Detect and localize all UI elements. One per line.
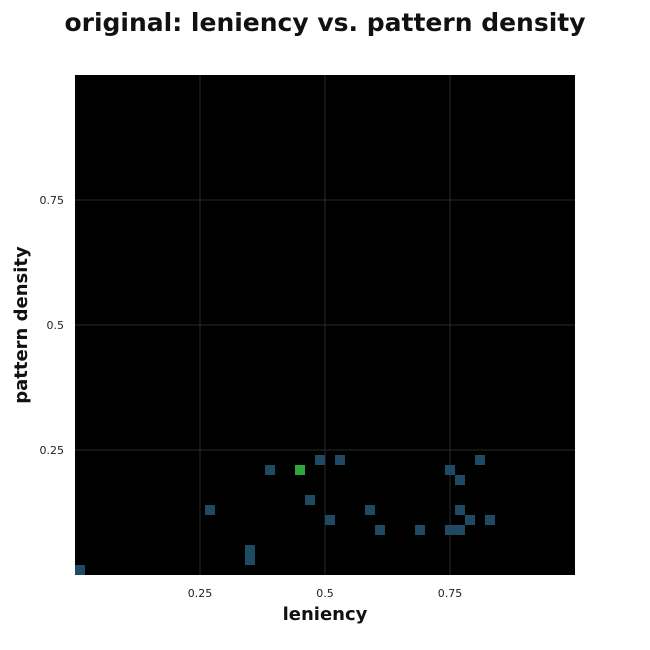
heatmap-cell [445, 465, 455, 475]
heatmap-cell [455, 475, 465, 485]
heatmap-cell [325, 515, 335, 525]
heatmap-cell [475, 455, 485, 465]
heatmap-cell [75, 565, 85, 575]
heatmap-cell [205, 505, 215, 515]
heatmap-cell [365, 505, 375, 515]
x-axis-label: leniency [283, 604, 368, 625]
heatmap-cell [315, 455, 325, 465]
heatmap-cell [335, 455, 345, 465]
heatmap-cell [455, 525, 465, 535]
chart-title: original: leniency vs. pattern density [64, 8, 586, 37]
x-tick-label: 0.25 [188, 587, 213, 600]
heatmap-cell [245, 555, 255, 565]
tick-labels: 0.25 0.5 0.75 0.25 0.5 0.75 [40, 194, 463, 600]
heatmap-cell [485, 515, 495, 525]
heatmap-cell [415, 525, 425, 535]
heatmap-cell [455, 505, 465, 515]
grid-lines [75, 75, 575, 575]
heatmap-cell [375, 525, 385, 535]
heatmap-cells [75, 455, 495, 575]
heatmap-cell [305, 495, 315, 505]
y-tick-label: 0.5 [47, 319, 65, 332]
heatmap-cell [445, 525, 455, 535]
x-tick-label: 0.75 [438, 587, 463, 600]
heatmap-cell [265, 465, 275, 475]
heatmap-cell [465, 515, 475, 525]
y-tick-label: 0.25 [40, 444, 65, 457]
y-tick-label: 0.75 [40, 194, 65, 207]
x-tick-label: 0.5 [316, 587, 334, 600]
y-axis-label: pattern density [11, 246, 32, 404]
heatmap-cell-highlight [295, 465, 305, 475]
heatmap-cell [245, 545, 255, 555]
